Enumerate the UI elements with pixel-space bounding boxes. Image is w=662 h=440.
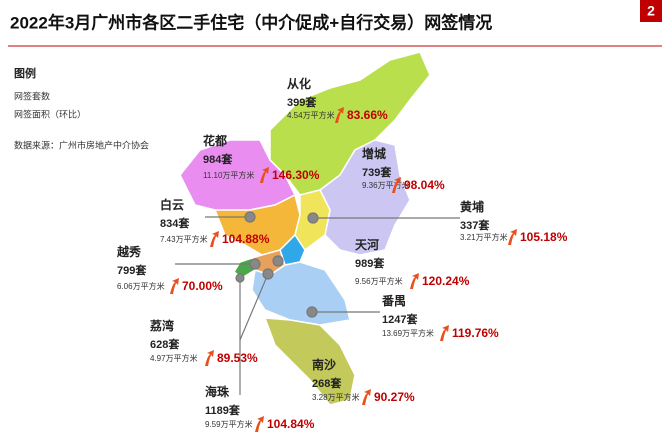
district-area: 3.21万平方米 (460, 232, 508, 242)
district-name: 从化 (287, 76, 311, 91)
district-count: 337套 (460, 218, 490, 232)
legend-item: 网签套数 (14, 90, 50, 101)
district-count: 1247套 (382, 312, 418, 326)
district-name: 荔湾 (149, 318, 174, 333)
district-change: 104.88% (222, 232, 270, 246)
up-arrow (260, 167, 269, 183)
district-name: 南沙 (312, 357, 336, 372)
district-name: 越秀 (116, 244, 142, 259)
up-arrow (392, 177, 401, 193)
district-area: 13.69万平方米 (382, 328, 434, 338)
district-count: 834套 (160, 216, 190, 230)
up-arrow (410, 273, 419, 289)
district-count: 989套 (355, 256, 385, 270)
source: 数据来源：广州市房地产中介协会 (14, 139, 149, 150)
district-change: 83.66% (347, 108, 388, 122)
district-count: 984套 (203, 152, 233, 166)
legend-item: 网签面积（环比） (14, 108, 86, 119)
district-change: 104.84% (267, 417, 315, 431)
district-count: 628套 (150, 337, 180, 351)
district-name: 海珠 (205, 384, 230, 399)
district-area: 6.06万平方米 (117, 281, 165, 291)
district-area: 9.59万平方米 (205, 419, 253, 429)
district-name: 花都 (203, 133, 227, 148)
up-arrow (255, 416, 264, 432)
district-change: 90.27% (374, 390, 415, 404)
district-area: 7.43万平方米 (160, 234, 208, 244)
district-area: 9.56万平方米 (355, 276, 403, 286)
up-arrow (335, 107, 344, 123)
district-panyu (251, 261, 351, 326)
district-name: 白云 (160, 197, 184, 212)
district-count: 799套 (117, 263, 147, 277)
district-change: 120.24% (422, 274, 470, 288)
title: 2022年3月广州市各区二手住宅（中介促成+自行交易）网签情况 (10, 12, 492, 32)
district-count: 739套 (362, 165, 392, 179)
district-area: 3.28万平方米 (312, 392, 360, 402)
page-number: 2 (647, 3, 655, 19)
district-change: 146.30% (272, 168, 320, 182)
district-change: 89.53% (217, 351, 258, 365)
district-count: 268套 (312, 376, 342, 390)
district-change: 119.76% (452, 326, 499, 340)
legend-title: 图例 (14, 66, 36, 80)
district-name: 增城 (362, 146, 386, 161)
district-count: 399套 (287, 95, 317, 109)
district-change: 70.00% (182, 279, 223, 293)
district-name: 天河 (355, 237, 379, 252)
district-count: 1189套 (205, 403, 241, 417)
up-arrow (508, 229, 517, 245)
district-name: 番禺 (381, 293, 406, 308)
district-area: 4.97万平方米 (150, 353, 198, 363)
district-conghua (269, 51, 431, 196)
map (179, 51, 431, 406)
up-arrow (440, 325, 449, 341)
up-arrow (205, 350, 214, 366)
page-badge (640, 0, 662, 22)
district-change: 98.04% (404, 178, 445, 192)
leaders (175, 211, 460, 395)
district-area: 11.10万平方米 (203, 170, 254, 180)
up-arrow (362, 389, 371, 405)
district-change: 105.18% (520, 230, 568, 244)
district-nansha (263, 317, 356, 406)
up-arrow (170, 278, 179, 294)
district-area: 9.36万平方米 (362, 180, 410, 190)
up-arrow (210, 231, 219, 247)
district-area: 4.54万平方米 (287, 110, 335, 120)
district-name: 黄埔 (460, 199, 484, 214)
